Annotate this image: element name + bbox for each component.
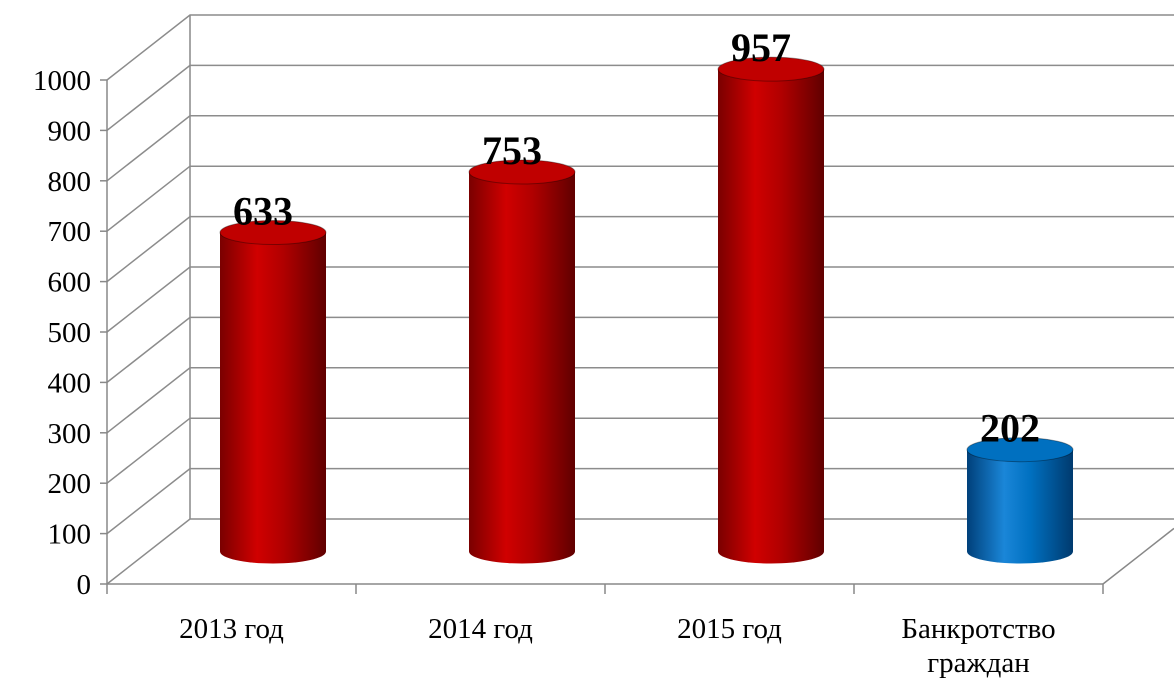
y-tick-label: 300 bbox=[48, 418, 92, 450]
x-tick-label: Банкротство граждан bbox=[901, 613, 1056, 679]
cylinder-body bbox=[967, 449, 1073, 564]
grid-line bbox=[106, 215, 1174, 283]
grid-line bbox=[106, 518, 1174, 585]
grid-line bbox=[106, 165, 1174, 232]
y-tick-label: 1000 bbox=[33, 65, 91, 97]
y-tick-label: 100 bbox=[48, 519, 92, 551]
y-tick-label: 900 bbox=[48, 115, 92, 147]
y-tick-label: 400 bbox=[48, 367, 92, 399]
y-tick-label: 700 bbox=[48, 216, 92, 248]
value-label: 633 bbox=[233, 188, 293, 233]
floor-edge bbox=[1102, 527, 1174, 585]
cylinder-body bbox=[718, 69, 824, 564]
grid-line bbox=[106, 417, 1174, 484]
cylinder-body bbox=[469, 171, 575, 564]
grid-line bbox=[106, 115, 1174, 182]
grid-line bbox=[106, 316, 1174, 383]
grid-line bbox=[106, 367, 1174, 434]
grid-line bbox=[106, 64, 1174, 131]
cylinder-body bbox=[220, 232, 326, 564]
cylinder-top bbox=[966, 437, 1074, 463]
cylinder-top bbox=[717, 56, 825, 82]
value-label: 753 bbox=[482, 128, 542, 173]
x-tick-label: 2013 год bbox=[179, 613, 284, 645]
y-tick-label: 500 bbox=[48, 317, 92, 349]
cylinder-top bbox=[219, 219, 327, 245]
grid-line bbox=[106, 14, 1174, 81]
grid-line bbox=[106, 467, 1174, 535]
cylinder bbox=[717, 56, 825, 564]
cylinder-top bbox=[468, 159, 576, 185]
cylinder bbox=[219, 219, 327, 564]
y-tick-label: 600 bbox=[48, 267, 92, 299]
cylinder bbox=[468, 159, 576, 564]
y-tick-label: 800 bbox=[48, 166, 92, 198]
cylinder bbox=[966, 437, 1074, 564]
value-label: 957 bbox=[731, 25, 791, 70]
x-tick-label: 2014 год bbox=[428, 613, 533, 645]
y-tick-label: 0 bbox=[77, 569, 92, 601]
y-tick-label: 200 bbox=[48, 468, 92, 500]
grid-line bbox=[106, 266, 1174, 333]
value-label: 202 bbox=[980, 406, 1040, 451]
x-tick-label: 2015 год bbox=[677, 613, 782, 645]
